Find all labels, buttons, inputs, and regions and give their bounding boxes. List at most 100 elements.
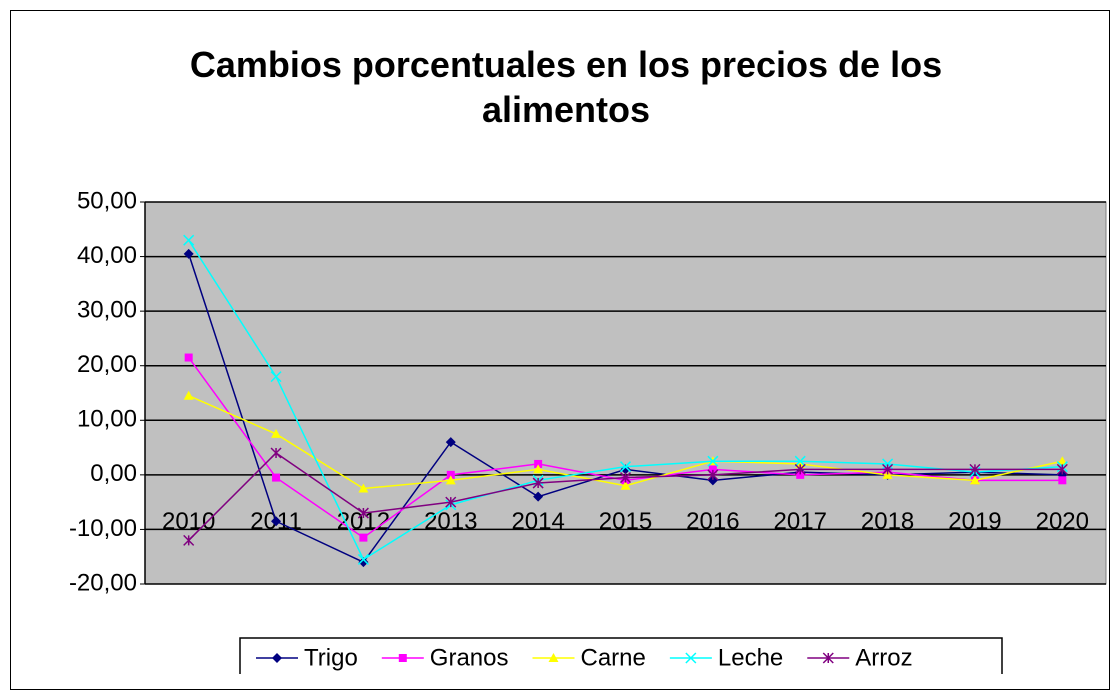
marker-shape	[446, 470, 455, 479]
marker	[183, 234, 195, 246]
marker-shape	[969, 463, 981, 475]
marker	[358, 557, 369, 568]
marker-shape	[619, 461, 632, 473]
marker-shape	[445, 437, 456, 448]
legend-label: Trigo	[304, 644, 358, 671]
marker-shape	[271, 428, 282, 438]
marker	[796, 470, 805, 479]
marker-shape	[882, 458, 894, 470]
y-tick-label: -10,00	[69, 515, 137, 542]
marker	[445, 475, 456, 485]
legend-label: Carne	[581, 644, 646, 671]
y-tick-label: 40,00	[77, 242, 137, 269]
marker-shape	[184, 353, 193, 362]
marker	[533, 464, 544, 474]
y-tick-label: 0,00	[90, 460, 137, 487]
legend-label: Leche	[718, 644, 783, 671]
marker-shape	[707, 469, 719, 481]
y-tick-label: 50,00	[77, 187, 137, 214]
legend-label: Arroz	[855, 644, 912, 671]
marker	[969, 475, 980, 485]
marker	[184, 353, 193, 362]
marker-shape	[183, 248, 194, 259]
x-tick-label: 2013	[424, 508, 477, 535]
marker	[445, 496, 457, 508]
y-tick-label: -20,00	[69, 569, 137, 596]
marker	[619, 472, 632, 484]
chart: -20,00 -10,00 0,00 10,00 20,00 30,00 40,00 50,0…	[69, 187, 1107, 674]
marker	[272, 653, 282, 663]
marker-shape	[822, 652, 834, 664]
legend-box	[239, 637, 1003, 674]
x-tick-label: 2014	[511, 508, 564, 535]
marker-shape	[796, 470, 805, 479]
marker-shape	[357, 553, 369, 565]
marker	[357, 507, 369, 519]
marker	[183, 534, 195, 546]
marker-shape	[882, 463, 894, 475]
marker-shape	[685, 652, 697, 664]
marker-shape	[358, 557, 369, 568]
marker	[794, 455, 806, 467]
marker	[822, 652, 834, 664]
marker	[183, 390, 194, 400]
x-tick-label: 2018	[861, 508, 914, 535]
y-tick-label: 30,00	[77, 296, 137, 323]
marker-shape	[183, 534, 195, 546]
x-tick-label: 2019	[948, 508, 1001, 535]
marker-shape	[533, 491, 544, 502]
marker-shape	[794, 455, 806, 467]
y-tick-label: 20,00	[77, 351, 137, 378]
marker	[358, 483, 369, 493]
marker	[359, 533, 368, 542]
marker	[272, 473, 281, 482]
marker	[795, 458, 806, 468]
marker	[183, 248, 194, 259]
marker-shape	[272, 653, 282, 663]
chart-title: Cambios porcentuales en los precios de l…	[189, 44, 943, 130]
marker-shape	[707, 455, 719, 467]
marker-shape	[183, 234, 195, 246]
marker-shape	[358, 483, 369, 493]
marker-shape	[445, 496, 457, 508]
marker	[1056, 463, 1068, 475]
marker-shape	[795, 458, 806, 468]
marker-shape	[270, 371, 282, 383]
marker	[1057, 456, 1068, 466]
marker	[707, 469, 719, 481]
marker-shape	[794, 463, 806, 475]
marker-shape	[445, 475, 456, 485]
marker-shape	[183, 390, 194, 400]
marker	[1058, 476, 1067, 485]
marker	[620, 480, 631, 490]
marker	[271, 516, 282, 527]
legend-label: Granos	[430, 644, 509, 671]
marker-shape	[359, 533, 368, 542]
marker	[270, 447, 282, 459]
marker	[357, 553, 369, 565]
y-tick-label: 10,00	[77, 406, 137, 433]
marker-shape	[708, 465, 717, 474]
marker	[271, 428, 282, 438]
marker-shape	[548, 653, 559, 662]
marker-shape	[357, 507, 369, 519]
marker	[446, 470, 455, 479]
marker	[270, 371, 282, 383]
marker-shape	[534, 459, 543, 468]
marker	[548, 653, 559, 662]
marker-shape	[270, 447, 282, 459]
marker-shape	[1056, 463, 1068, 475]
marker	[445, 437, 456, 448]
x-tick-label: 2015	[599, 508, 652, 535]
marker	[534, 459, 543, 468]
marker	[685, 652, 697, 664]
marker	[882, 463, 894, 475]
marker	[533, 491, 544, 502]
marker	[708, 465, 717, 474]
marker-shape	[532, 477, 544, 489]
marker	[969, 463, 981, 475]
marker	[707, 455, 719, 467]
marker-shape	[1057, 456, 1068, 466]
marker	[532, 477, 544, 489]
marker-shape	[271, 516, 282, 527]
